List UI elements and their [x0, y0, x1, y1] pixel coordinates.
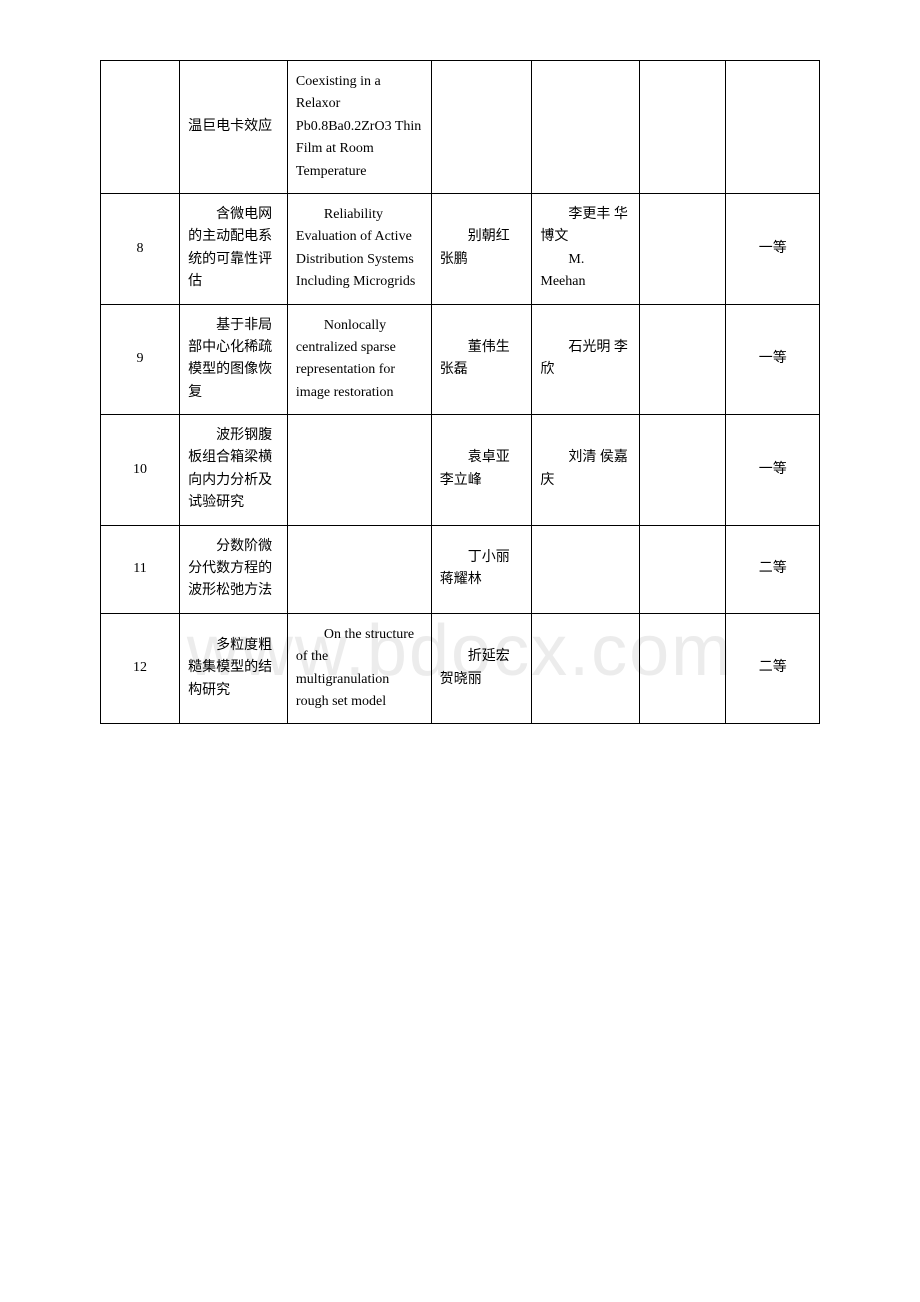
cell-authors2: 李更丰 华博文 M. Meehan	[532, 193, 640, 304]
cell-cn-title: 温巨电卡效应	[180, 61, 288, 194]
cell-authors2: 刘清 侯嘉庆	[532, 415, 640, 526]
cell-grade: 二等	[726, 613, 820, 724]
cell-authors1: 董伟生 张磊	[431, 304, 532, 415]
cell-authors2	[532, 61, 640, 194]
cell-authors1: 折延宏 贺晓丽	[431, 613, 532, 724]
cell-num: 10	[101, 415, 180, 526]
cell-en-title: Coexisting in a Relaxor Pb0.8Ba0.2ZrO3 T…	[287, 61, 431, 194]
cell-blank	[640, 525, 726, 613]
cell-num: 9	[101, 304, 180, 415]
cell-cn-title: 基于非局部中心化稀疏模型的图像恢复	[180, 304, 288, 415]
cell-blank	[640, 61, 726, 194]
cell-grade	[726, 61, 820, 194]
cell-grade: 二等	[726, 525, 820, 613]
table-row: 10 波形钢腹板组合箱梁横向内力分析及试验研究 袁卓亚 李立峰 刘清 侯嘉庆 一…	[101, 415, 820, 526]
table-row: 温巨电卡效应 Coexisting in a Relaxor Pb0.8Ba0.…	[101, 61, 820, 194]
cell-authors2	[532, 525, 640, 613]
cell-num: 11	[101, 525, 180, 613]
cell-blank	[640, 193, 726, 304]
cell-blank	[640, 304, 726, 415]
cell-en-title: Nonlocally centralized sparse representa…	[287, 304, 431, 415]
table-row: 12 多粒度粗糙集模型的结构研究 On the structure of the…	[101, 613, 820, 724]
cell-authors2: 石光明 李欣	[532, 304, 640, 415]
cell-cn-title: 含微电网的主动配电系统的可靠性评估	[180, 193, 288, 304]
cell-grade: 一等	[726, 415, 820, 526]
cell-blank	[640, 415, 726, 526]
cell-authors2	[532, 613, 640, 724]
table-row: 11 分数阶微分代数方程的波形松弛方法 丁小丽 蒋耀林 二等	[101, 525, 820, 613]
cell-authors1: 丁小丽 蒋耀林	[431, 525, 532, 613]
cell-authors1	[431, 61, 532, 194]
cell-cn-title: 分数阶微分代数方程的波形松弛方法	[180, 525, 288, 613]
cell-en-title	[287, 415, 431, 526]
cell-grade: 一等	[726, 304, 820, 415]
cell-num: 12	[101, 613, 180, 724]
cell-grade: 一等	[726, 193, 820, 304]
cell-en-title: On the structure of the multigranulation…	[287, 613, 431, 724]
cell-num	[101, 61, 180, 194]
cell-en-title: Reliability Evaluation of Active Distrib…	[287, 193, 431, 304]
table-row: 8 含微电网的主动配电系统的可靠性评估 Reliability Evaluati…	[101, 193, 820, 304]
cell-num: 8	[101, 193, 180, 304]
cell-authors1: 袁卓亚 李立峰	[431, 415, 532, 526]
cell-cn-title: 多粒度粗糙集模型的结构研究	[180, 613, 288, 724]
cell-cn-title: 波形钢腹板组合箱梁横向内力分析及试验研究	[180, 415, 288, 526]
cell-blank	[640, 613, 726, 724]
cell-en-title	[287, 525, 431, 613]
cell-authors1: 别朝红 张鹏	[431, 193, 532, 304]
data-table: 温巨电卡效应 Coexisting in a Relaxor Pb0.8Ba0.…	[100, 60, 820, 724]
table-row: 9 基于非局部中心化稀疏模型的图像恢复 Nonlocally centraliz…	[101, 304, 820, 415]
